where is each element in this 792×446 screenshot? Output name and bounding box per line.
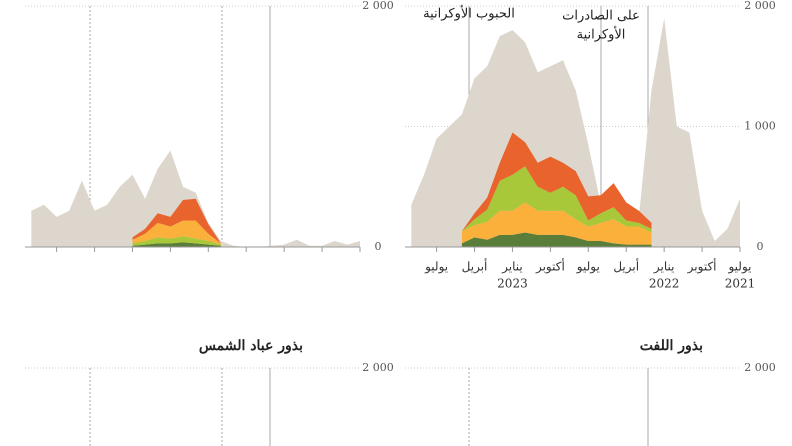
panel-title: بذور عباد الشمس	[199, 338, 303, 354]
y-tick-label: 2 000	[744, 361, 776, 374]
x-tick-label: يوليو	[424, 260, 448, 274]
x-tick-label: يوليو	[727, 260, 751, 274]
x-tick-year: 2023	[497, 277, 528, 291]
stream-area	[132, 220, 221, 245]
x-tick-year: 2021	[725, 277, 756, 291]
x-tick-label: يناير	[501, 260, 523, 274]
annotation: الأوكرانية	[577, 26, 626, 43]
stream-area	[461, 166, 652, 233]
y-tick-label: 2 000	[362, 0, 394, 12]
x-tick-label: أبريل	[462, 259, 488, 274]
x-tick-label: أكتوبر	[535, 259, 565, 274]
stream-area	[132, 242, 221, 247]
y-tick-label: 2 000	[362, 361, 394, 374]
annotation: على الصادرات	[562, 9, 640, 24]
stream-area	[132, 198, 221, 244]
stream-area	[461, 132, 652, 232]
stream-area	[461, 202, 652, 245]
y-tick-label: 0	[375, 240, 382, 253]
x-tick-year: 2022	[649, 277, 680, 291]
y-tick-label: 2 000	[744, 0, 776, 12]
y-tick-label: 0	[757, 240, 764, 253]
x-tick-label: يوليو	[576, 260, 600, 274]
stream-area	[132, 236, 221, 246]
annotation: الحبوب الأوكرانية	[423, 5, 515, 22]
panel-title: بذور اللفت	[640, 338, 703, 354]
x-tick-label: أكتوبر	[687, 259, 717, 274]
x-tick-label: أبريل	[613, 259, 639, 274]
stream-area	[31, 150, 361, 247]
x-tick-label: يناير	[653, 260, 675, 274]
y-tick-label: 1 000	[744, 120, 776, 133]
stream-area	[461, 232, 652, 247]
